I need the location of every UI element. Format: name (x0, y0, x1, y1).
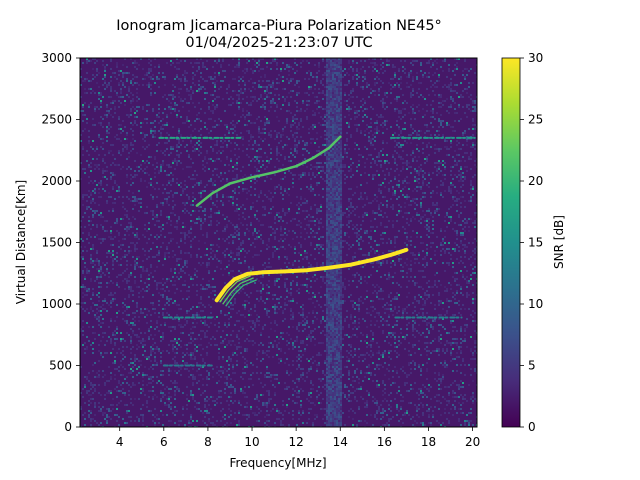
chart-title-line2: 01/04/2025-21:23:07 UTC (185, 35, 373, 51)
heatmap-area (80, 58, 477, 427)
x-axis-ticks: 4 6 8 10 12 14 16 18 20 (116, 427, 480, 449)
y-axis-label: Virtual Distance[Km] (14, 180, 28, 304)
trace-0 (214, 247, 409, 303)
trace-echo (219, 275, 251, 303)
trace-1 (195, 135, 342, 207)
colorbar-label: SNR [dB] (552, 215, 566, 269)
colorbar-gradient (501, 57, 521, 428)
trace-echo (225, 279, 257, 307)
x-axis-label: Frequency[MHz] (229, 456, 326, 470)
trace-echo (222, 277, 254, 305)
chart-title-line1: Ionogram Jicamarca-Piura Polarization NE… (116, 18, 442, 34)
